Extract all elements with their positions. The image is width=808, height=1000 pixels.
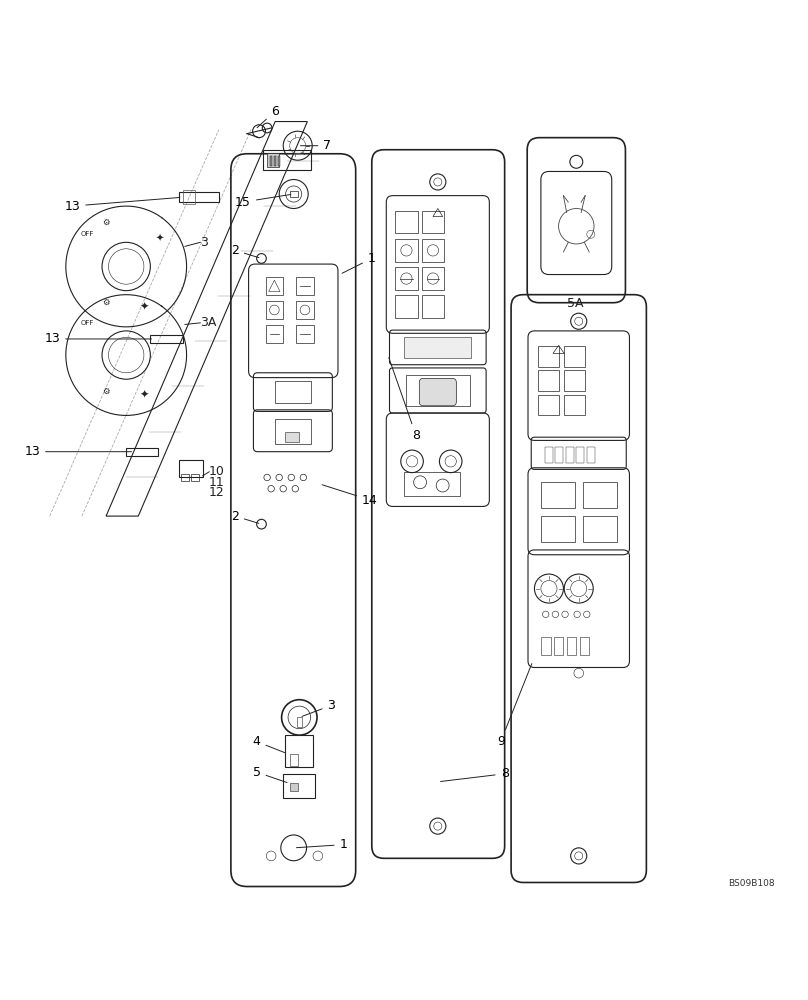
Text: OFF: OFF [81, 231, 95, 237]
Bar [284, 774, 315, 798]
FancyBboxPatch shape [419, 378, 457, 406]
Text: 2: 2 [231, 510, 259, 523]
Bar [404, 337, 471, 358]
Bar [276, 381, 310, 403]
Text: 9: 9 [497, 664, 532, 748]
Text: 5A: 5A [567, 297, 583, 310]
Bar [289, 783, 297, 791]
Bar [541, 516, 574, 542]
Bar [297, 717, 301, 727]
Bar [278, 156, 280, 166]
Bar [266, 301, 284, 319]
Bar [395, 295, 418, 318]
Text: ✦: ✦ [156, 233, 164, 243]
Bar [395, 211, 418, 233]
Bar [289, 754, 297, 766]
Bar [422, 267, 444, 290]
Text: ✦: ✦ [139, 390, 149, 400]
Text: 14: 14 [322, 485, 378, 506]
Bar [537, 346, 558, 367]
Bar [564, 346, 585, 367]
Bar [566, 447, 574, 463]
Bar [179, 192, 219, 202]
Bar [541, 637, 550, 655]
Bar [191, 474, 199, 481]
Bar [545, 447, 553, 463]
Text: 13: 13 [44, 332, 152, 345]
Bar [566, 637, 576, 655]
Text: 6: 6 [257, 105, 279, 128]
Bar [583, 482, 617, 508]
Bar [285, 735, 313, 767]
Text: 2: 2 [231, 244, 259, 258]
Bar [296, 325, 314, 343]
Text: 15: 15 [235, 194, 291, 209]
Text: 3: 3 [200, 236, 208, 249]
Bar [587, 447, 595, 463]
Text: 13: 13 [65, 197, 180, 213]
Bar [263, 150, 311, 170]
Bar [553, 637, 563, 655]
Bar [537, 395, 558, 415]
Text: 5: 5 [253, 766, 287, 783]
Bar [422, 239, 444, 262]
Text: OFF: OFF [81, 320, 95, 326]
Bar [579, 637, 589, 655]
Bar [537, 370, 558, 391]
Bar [564, 370, 585, 391]
Bar [285, 432, 299, 442]
Text: ✦: ✦ [139, 302, 149, 312]
Text: 7: 7 [301, 139, 331, 152]
Bar [289, 191, 297, 197]
Text: ⚙: ⚙ [103, 218, 110, 227]
Text: 4: 4 [253, 735, 284, 753]
Text: ⚙: ⚙ [103, 298, 110, 307]
Bar [266, 325, 284, 343]
Bar [422, 211, 444, 233]
Text: 1: 1 [297, 838, 347, 851]
Bar [564, 395, 585, 415]
Bar [422, 295, 444, 318]
Bar [270, 156, 272, 166]
Text: ⚙: ⚙ [103, 387, 110, 396]
Bar [296, 301, 314, 319]
Text: 3A: 3A [200, 316, 217, 329]
Bar [404, 472, 461, 496]
Text: 10: 10 [209, 465, 225, 478]
Bar [555, 447, 563, 463]
Bar [583, 516, 617, 542]
Bar [183, 190, 195, 204]
Bar [181, 474, 189, 481]
Bar [150, 335, 183, 343]
Bar [267, 153, 280, 167]
Bar [395, 267, 418, 290]
Text: BS09B108: BS09B108 [728, 879, 774, 888]
Bar [266, 277, 284, 295]
Bar [406, 375, 470, 406]
Bar [395, 239, 418, 262]
Text: 1: 1 [342, 252, 376, 273]
Text: 13: 13 [24, 445, 132, 458]
Bar [274, 156, 276, 166]
Text: 11: 11 [209, 476, 225, 489]
Bar [576, 447, 584, 463]
Bar [126, 448, 158, 456]
Text: 3: 3 [302, 699, 335, 716]
Text: 8: 8 [440, 767, 508, 781]
Bar [541, 482, 574, 508]
Text: 12: 12 [209, 486, 225, 499]
Bar [179, 460, 203, 477]
Bar [276, 419, 310, 444]
Text: 8: 8 [389, 358, 420, 442]
Bar [296, 277, 314, 295]
